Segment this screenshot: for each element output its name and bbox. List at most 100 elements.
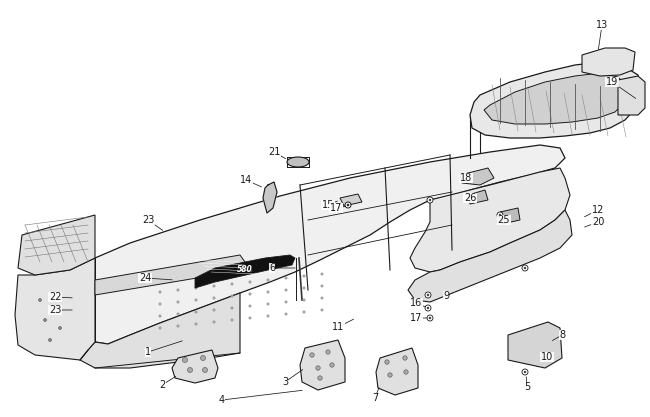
Polygon shape xyxy=(340,194,362,206)
Text: 23: 23 xyxy=(49,305,61,315)
Polygon shape xyxy=(376,348,418,395)
Circle shape xyxy=(385,360,389,364)
Circle shape xyxy=(497,212,503,218)
Circle shape xyxy=(195,287,197,289)
Polygon shape xyxy=(468,190,488,204)
Circle shape xyxy=(159,315,161,317)
Circle shape xyxy=(231,283,233,285)
Circle shape xyxy=(249,281,251,283)
Polygon shape xyxy=(195,255,295,288)
Polygon shape xyxy=(410,168,570,272)
Text: 26: 26 xyxy=(464,193,476,203)
Circle shape xyxy=(58,327,62,329)
Circle shape xyxy=(285,313,287,315)
Text: 6: 6 xyxy=(269,263,275,273)
Text: 17: 17 xyxy=(410,313,422,323)
Circle shape xyxy=(316,366,320,370)
Circle shape xyxy=(266,303,269,305)
Text: 1: 1 xyxy=(145,347,151,357)
Text: 12: 12 xyxy=(592,205,604,215)
Circle shape xyxy=(303,287,306,289)
Circle shape xyxy=(53,306,57,309)
Circle shape xyxy=(522,265,528,271)
Text: 2: 2 xyxy=(159,380,165,390)
Circle shape xyxy=(38,299,42,301)
Polygon shape xyxy=(618,76,645,115)
Circle shape xyxy=(404,370,408,374)
Circle shape xyxy=(345,202,351,208)
Text: 24: 24 xyxy=(139,273,151,283)
Polygon shape xyxy=(500,208,520,224)
Text: 25: 25 xyxy=(498,215,510,225)
Text: 23: 23 xyxy=(142,215,154,225)
Circle shape xyxy=(388,373,392,377)
Circle shape xyxy=(522,369,528,375)
Text: 11: 11 xyxy=(332,322,344,332)
Circle shape xyxy=(285,289,287,291)
Circle shape xyxy=(159,303,161,305)
Circle shape xyxy=(429,317,431,319)
Polygon shape xyxy=(95,255,245,295)
Text: 10: 10 xyxy=(541,352,553,362)
Circle shape xyxy=(159,291,161,293)
Circle shape xyxy=(330,363,334,367)
Text: 16: 16 xyxy=(410,298,422,308)
Text: 580: 580 xyxy=(237,266,253,274)
Circle shape xyxy=(347,204,349,206)
Circle shape xyxy=(200,356,205,361)
Ellipse shape xyxy=(287,157,309,167)
Circle shape xyxy=(303,299,306,301)
Circle shape xyxy=(266,315,269,317)
Polygon shape xyxy=(484,73,628,124)
Circle shape xyxy=(427,307,429,309)
Text: 18: 18 xyxy=(460,173,472,183)
Circle shape xyxy=(231,319,233,321)
Text: 13: 13 xyxy=(596,20,608,30)
Text: 3: 3 xyxy=(282,377,288,387)
Circle shape xyxy=(44,319,47,322)
Text: 20: 20 xyxy=(592,217,604,227)
Polygon shape xyxy=(508,322,562,368)
Polygon shape xyxy=(18,215,95,275)
Polygon shape xyxy=(408,210,572,302)
Circle shape xyxy=(310,353,314,357)
Circle shape xyxy=(49,339,51,342)
Circle shape xyxy=(429,199,431,201)
Circle shape xyxy=(321,273,323,275)
Circle shape xyxy=(427,197,433,203)
Circle shape xyxy=(213,309,215,311)
Circle shape xyxy=(403,356,407,360)
Text: 8: 8 xyxy=(559,330,565,340)
Circle shape xyxy=(195,299,197,301)
Circle shape xyxy=(303,311,306,313)
Circle shape xyxy=(177,289,179,291)
Polygon shape xyxy=(15,258,95,360)
Polygon shape xyxy=(263,182,277,213)
Polygon shape xyxy=(172,350,218,383)
Circle shape xyxy=(318,376,322,380)
Circle shape xyxy=(249,317,251,319)
Circle shape xyxy=(187,367,192,372)
Text: 7: 7 xyxy=(372,393,378,403)
Text: 21: 21 xyxy=(268,147,280,157)
Circle shape xyxy=(177,313,179,315)
Circle shape xyxy=(195,311,197,313)
Circle shape xyxy=(321,285,323,287)
Circle shape xyxy=(303,275,306,277)
Polygon shape xyxy=(470,62,640,138)
Circle shape xyxy=(326,350,330,354)
Circle shape xyxy=(159,327,161,329)
Circle shape xyxy=(425,305,431,311)
Circle shape xyxy=(321,297,323,299)
Circle shape xyxy=(425,292,431,298)
Circle shape xyxy=(285,301,287,303)
Circle shape xyxy=(321,309,323,311)
Circle shape xyxy=(524,371,526,373)
Circle shape xyxy=(427,294,429,296)
Circle shape xyxy=(177,301,179,303)
Circle shape xyxy=(266,291,269,293)
Circle shape xyxy=(213,321,215,323)
Polygon shape xyxy=(582,48,635,76)
Text: 19: 19 xyxy=(606,77,618,87)
Text: 4: 4 xyxy=(219,395,225,405)
